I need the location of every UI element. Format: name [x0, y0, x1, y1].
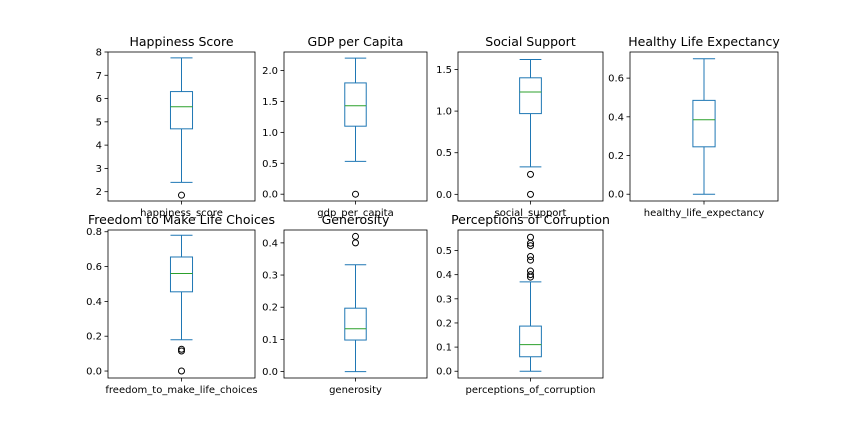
- x-tick-label: social_support: [495, 208, 567, 219]
- y-tick-label: 2: [96, 187, 102, 198]
- y-tick-label: 0.4: [436, 270, 452, 281]
- outlier-point: [527, 273, 534, 281]
- y-tick-label: 0.5: [262, 159, 278, 170]
- chart-title: GDP per Capita: [308, 34, 404, 49]
- y-tick-label: 6: [96, 94, 102, 105]
- iqr-box: [169, 91, 194, 130]
- outlier-point: [352, 190, 359, 198]
- chart-panel-social-support: Social Support social_support 0.0 0.5 1.0 1.5: [436, 34, 604, 219]
- x-tick-label: perceptions_of_corruption: [466, 385, 596, 396]
- y-tick-label: 0.0: [436, 190, 452, 201]
- chart-panel-perceptions-of-corruption: Perceptions of Corruption perceptions_of_…: [436, 212, 610, 396]
- iqr-box: [169, 256, 194, 293]
- y-tick-label: 0.4: [86, 297, 102, 308]
- y-tick-label: 0.6: [86, 262, 102, 273]
- y-tick-label: 0.2: [436, 318, 452, 329]
- outlier-point: [178, 191, 185, 199]
- axes-frame: [107, 51, 256, 202]
- iqr-box: [344, 307, 367, 341]
- y-tick-label: 0.0: [436, 367, 452, 378]
- y-tick-label: 0.0: [86, 367, 102, 378]
- y-tick-label: 7: [96, 71, 102, 82]
- chart-panel-gdp-per-capita: GDP per Capita gdp_per_capita 0.0 0.5 1.0 1.5…: [262, 34, 428, 219]
- y-tick-label: 0.5: [436, 246, 452, 257]
- y-tick-label: 0.4: [608, 112, 624, 123]
- chart-title: Social Support: [485, 34, 576, 49]
- outlier-point: [352, 239, 359, 247]
- x-tick-label: gdp_per_capita: [317, 208, 393, 219]
- y-tick-label: 0.3: [436, 294, 452, 305]
- iqr-box: [519, 77, 542, 115]
- y-tick-label: 8: [96, 48, 102, 59]
- axes-frame: [457, 51, 604, 202]
- y-tick-label: 3: [96, 164, 102, 175]
- chart-panel-happiness-score: Happiness Score happiness_score 2 3 4 5 6 7 8: [96, 34, 256, 219]
- y-tick-label: 0.8: [86, 227, 102, 238]
- y-tick-label: 1.5: [436, 65, 452, 76]
- chart-panel-generosity: Generosity generosity 0.0 0.1 0.2 0.3 0.4: [262, 212, 428, 396]
- chart-title: Healthy Life Expectancy: [628, 34, 780, 49]
- axes-frame: [283, 229, 428, 379]
- y-tick-label: 0.0: [608, 190, 624, 201]
- x-tick-label: healthy_life_expectancy: [644, 208, 765, 219]
- y-tick-label: 5: [96, 117, 102, 128]
- outlier-point: [178, 367, 185, 375]
- y-tick-label: 0.3: [262, 271, 278, 282]
- outlier-point: [527, 271, 534, 279]
- x-tick-label: generosity: [329, 385, 382, 396]
- y-tick-label: 0.1: [436, 343, 452, 354]
- outlier-point: [527, 239, 534, 247]
- chart-title: Happiness Score: [129, 34, 233, 49]
- x-tick-label: happiness_score: [140, 208, 223, 219]
- axes-frame: [629, 51, 779, 202]
- chart-panel-freedom-to-make-life-choices: Freedom to Make Life Choices freedom_to_m…: [86, 212, 275, 396]
- chart-title: Perceptions of Corruption: [451, 212, 610, 227]
- y-tick-label: 0.1: [262, 335, 278, 346]
- y-tick-label: 1.0: [436, 107, 452, 118]
- iqr-box: [519, 325, 542, 358]
- outlier-point: [352, 232, 359, 240]
- y-tick-label: 2.0: [262, 66, 278, 77]
- y-tick-label: 1.5: [262, 97, 278, 108]
- chart-title: Generosity: [322, 212, 390, 227]
- outlier-point: [527, 190, 534, 198]
- axes-frame: [107, 229, 256, 379]
- y-tick-label: 1.0: [262, 128, 278, 139]
- outlier-point: [527, 170, 534, 178]
- iqr-box: [344, 82, 367, 127]
- y-tick-label: 0.0: [262, 367, 278, 378]
- chart-panel-healthy-life-expectancy: Healthy Life Expectancy healthy_life_expe…: [608, 34, 780, 219]
- y-tick-label: 0.2: [86, 332, 102, 343]
- y-tick-label: 0.0: [262, 190, 278, 201]
- outlier-point: [527, 242, 534, 250]
- outlier-point: [527, 253, 534, 261]
- y-tick-label: 0.6: [608, 74, 624, 85]
- outlier-point: [527, 233, 534, 241]
- chart-title: Freedom to Make Life Choices: [88, 212, 275, 227]
- axes-frame: [283, 51, 428, 202]
- axes-frame: [457, 229, 604, 379]
- y-tick-label: 0.4: [262, 238, 278, 249]
- outlier-point: [178, 347, 185, 355]
- x-tick-label: freedom_to_make_life_choices: [105, 385, 257, 396]
- y-tick-label: 0.5: [436, 148, 452, 159]
- y-tick-label: 0.2: [262, 303, 278, 314]
- iqr-box: [692, 99, 716, 148]
- y-tick-label: 4: [96, 141, 102, 152]
- outlier-point: [527, 256, 534, 264]
- y-tick-label: 0.2: [608, 151, 624, 162]
